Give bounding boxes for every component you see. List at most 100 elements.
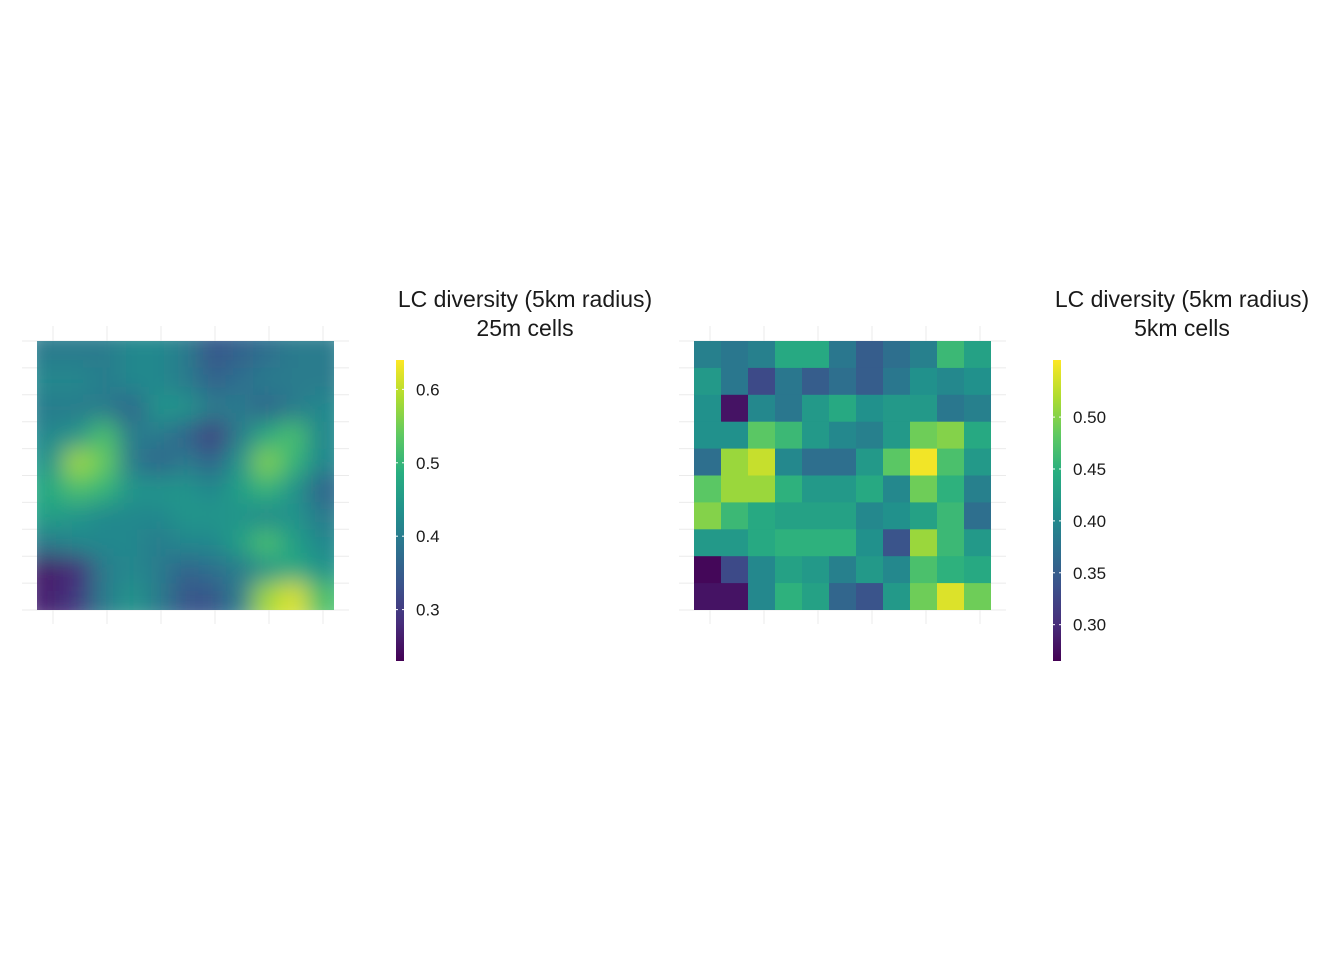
heatmap-cell: [856, 421, 884, 450]
heatmap-cell: [829, 556, 857, 584]
heatmap-cell: [307, 556, 334, 584]
heatmap-cell: [253, 341, 281, 369]
heatmap-cell: [280, 421, 308, 450]
heatmap-cell: [883, 529, 911, 557]
colorbar-tick-label: 0.3: [416, 601, 440, 620]
heatmap-cell: [37, 341, 65, 369]
heatmap-cell: [118, 367, 146, 396]
heatmap-cell: [856, 556, 884, 584]
heatmap-cell: [37, 556, 65, 584]
heatmap-cell: [937, 421, 965, 450]
heatmap-cell: [937, 448, 965, 477]
heatmap-cell: [118, 529, 146, 557]
heatmap-cell: [694, 367, 722, 396]
heatmap-cell: [172, 475, 200, 503]
heatmap-cell: [91, 341, 119, 369]
heatmap-cell: [910, 475, 938, 503]
heatmap-cell: [775, 448, 803, 477]
heatmap-cell: [910, 367, 938, 396]
heatmap-cell: [829, 341, 857, 369]
heatmap-cell: [37, 529, 65, 557]
heatmap-cell: [937, 394, 965, 423]
heatmap-cell: [226, 529, 254, 557]
heatmap-cell: [226, 475, 254, 503]
heatmap-cell: [64, 502, 92, 530]
heatmap-cell: [145, 421, 173, 450]
heatmap-cell: [199, 421, 227, 450]
heatmap-cell: [253, 583, 281, 610]
heatmap-cell: [37, 583, 65, 610]
heatmap-cell: [226, 421, 254, 450]
heatmap-cell: [694, 556, 722, 584]
heatmap-cell: [775, 529, 803, 557]
heatmap-cell: [802, 502, 830, 530]
heatmap-cell: [883, 421, 911, 450]
legend-title-line-2: 25m cells: [476, 315, 573, 341]
heatmap-cell: [775, 556, 803, 584]
heatmap-cell: [37, 448, 65, 477]
heatmap-cell: [694, 583, 722, 610]
heatmap-cell: [802, 394, 830, 423]
heatmap-cell: [280, 394, 308, 423]
heatmap-cell: [910, 421, 938, 450]
heatmap-cell: [748, 367, 776, 396]
heatmap-cell: [199, 394, 227, 423]
heatmap-cell: [721, 341, 749, 369]
heatmap-cell: [775, 475, 803, 503]
heatmap-cell: [775, 502, 803, 530]
heatmap-cell: [226, 341, 254, 369]
heatmap-cell: [64, 394, 92, 423]
heatmap-cell: [856, 475, 884, 503]
heatmap-cell: [199, 341, 227, 369]
heatmap-cell: [172, 556, 200, 584]
heatmap-cell: [964, 341, 991, 369]
heatmap-cell: [307, 341, 334, 369]
heatmap-cell: [280, 556, 308, 584]
heatmap-cell: [226, 394, 254, 423]
heatmap-cell: [937, 502, 965, 530]
legend-title-line-2: 5km cells: [1134, 315, 1230, 341]
heatmap-cell: [253, 502, 281, 530]
heatmap-cell: [748, 502, 776, 530]
heatmap-cell: [145, 341, 173, 369]
heatmap-cell: [829, 421, 857, 450]
heatmap-cell: [802, 556, 830, 584]
heatmap-cell: [964, 421, 991, 450]
heatmap-cell: [145, 583, 173, 610]
heatmap-cell: [937, 583, 965, 610]
heatmap-cell: [883, 502, 911, 530]
heatmap-cell: [199, 502, 227, 530]
heatmap-cell: [748, 475, 776, 503]
heatmap-cell: [91, 475, 119, 503]
heatmap-cell: [964, 583, 991, 610]
heatmap-cell: [748, 529, 776, 557]
heatmap-cell: [307, 448, 334, 477]
heatmap-cell: [721, 529, 749, 557]
heatmap-cell: [253, 367, 281, 396]
heatmap-cell: [802, 421, 830, 450]
heatmap-cell: [226, 448, 254, 477]
heatmap-cell: [748, 394, 776, 423]
heatmap-cell: [829, 394, 857, 423]
heatmap-cell: [91, 556, 119, 584]
heatmap-cell: [199, 583, 227, 610]
heatmap-cell: [910, 529, 938, 557]
heatmap-cell: [694, 394, 722, 423]
heatmap-cell: [172, 341, 200, 369]
heatmap-cell: [937, 529, 965, 557]
heatmap-cell: [964, 448, 991, 477]
heatmap-cell: [937, 341, 965, 369]
heatmap-cell: [775, 421, 803, 450]
heatmap-cell: [145, 367, 173, 396]
heatmap-cell: [145, 448, 173, 477]
heatmap-cell: [280, 341, 308, 369]
heatmap-cell: [775, 341, 803, 369]
heatmap-cell: [910, 583, 938, 610]
heatmap-cell: [748, 448, 776, 477]
heatmap-cell: [694, 421, 722, 450]
heatmap-cell: [883, 394, 911, 423]
heatmap-cell: [910, 448, 938, 477]
heatmap-cell: [199, 529, 227, 557]
heatmap-cell: [910, 394, 938, 423]
